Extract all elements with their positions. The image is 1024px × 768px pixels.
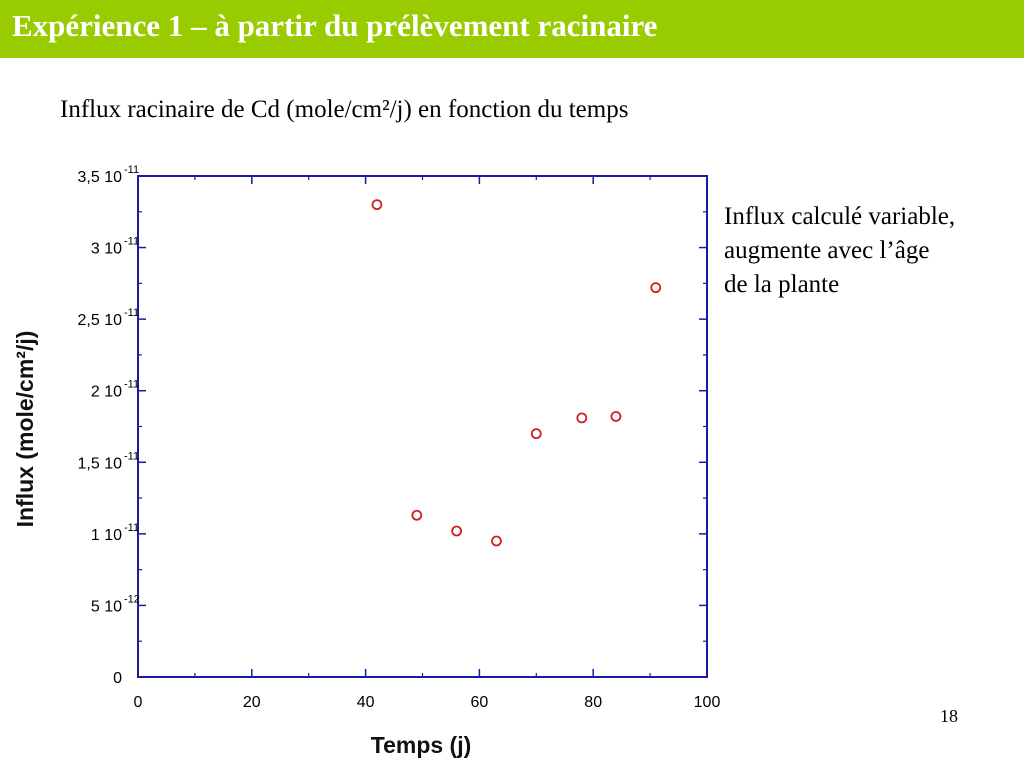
y-tick-exponent: -11	[124, 522, 139, 534]
y-tick-label: 3,5 10	[78, 169, 123, 186]
y-axis-title: Influx (mole/cm²/j)	[12, 331, 38, 528]
y-tick-exponent: -12	[124, 593, 140, 605]
data-point	[610, 411, 622, 422]
y-tick-label: 5 10	[91, 598, 122, 615]
chart-caption: Influx racinaire de Cd (mole/cm²/j) en f…	[60, 96, 629, 123]
x-tick-label: 100	[694, 694, 721, 711]
data-point	[411, 509, 423, 521]
y-tick-exponent: -11	[124, 450, 139, 462]
page-number: 18	[940, 706, 958, 726]
data-point	[451, 525, 463, 537]
x-tick-label: 40	[357, 694, 375, 711]
annotation-line: Influx calculé variable,	[724, 203, 956, 230]
data-point	[576, 412, 588, 424]
y-tick-exponent: -11	[124, 379, 139, 391]
x-tick-label: 60	[471, 694, 489, 711]
y-tick-exponent: -11	[124, 164, 139, 176]
x-tick-label: 20	[243, 694, 261, 711]
data-point	[371, 199, 383, 211]
y-tick-label: 1,5 10	[78, 455, 123, 472]
plot-frame	[137, 175, 708, 678]
data-point	[491, 535, 502, 547]
annotation-text: Influx calculé variable, augmente avec l…	[724, 200, 1024, 302]
data-point	[650, 282, 662, 294]
data-point	[530, 428, 542, 440]
y-tick-label: 0	[113, 670, 122, 687]
x-tick-label: 80	[584, 694, 602, 711]
annotation-line: augmente avec l’âge	[724, 237, 930, 264]
y-tick-label: 1 10	[91, 527, 122, 544]
y-tick-exponent: -11	[124, 236, 139, 248]
x-tick-label: 0	[134, 694, 143, 711]
annotation-line: de la plante	[724, 271, 840, 298]
title-bar: Expérience 1 – à partir du prélèvement r…	[0, 0, 1024, 58]
y-tick-label: 2,5 10	[78, 312, 123, 329]
slide-title: Expérience 1 – à partir du prélèvement r…	[12, 8, 658, 43]
x-axis-title: Temps (j)	[371, 732, 472, 758]
y-tick-exponent: -11	[124, 307, 139, 319]
y-tick-label: 2 10	[91, 384, 122, 401]
y-tick-label: 3 10	[91, 241, 122, 258]
